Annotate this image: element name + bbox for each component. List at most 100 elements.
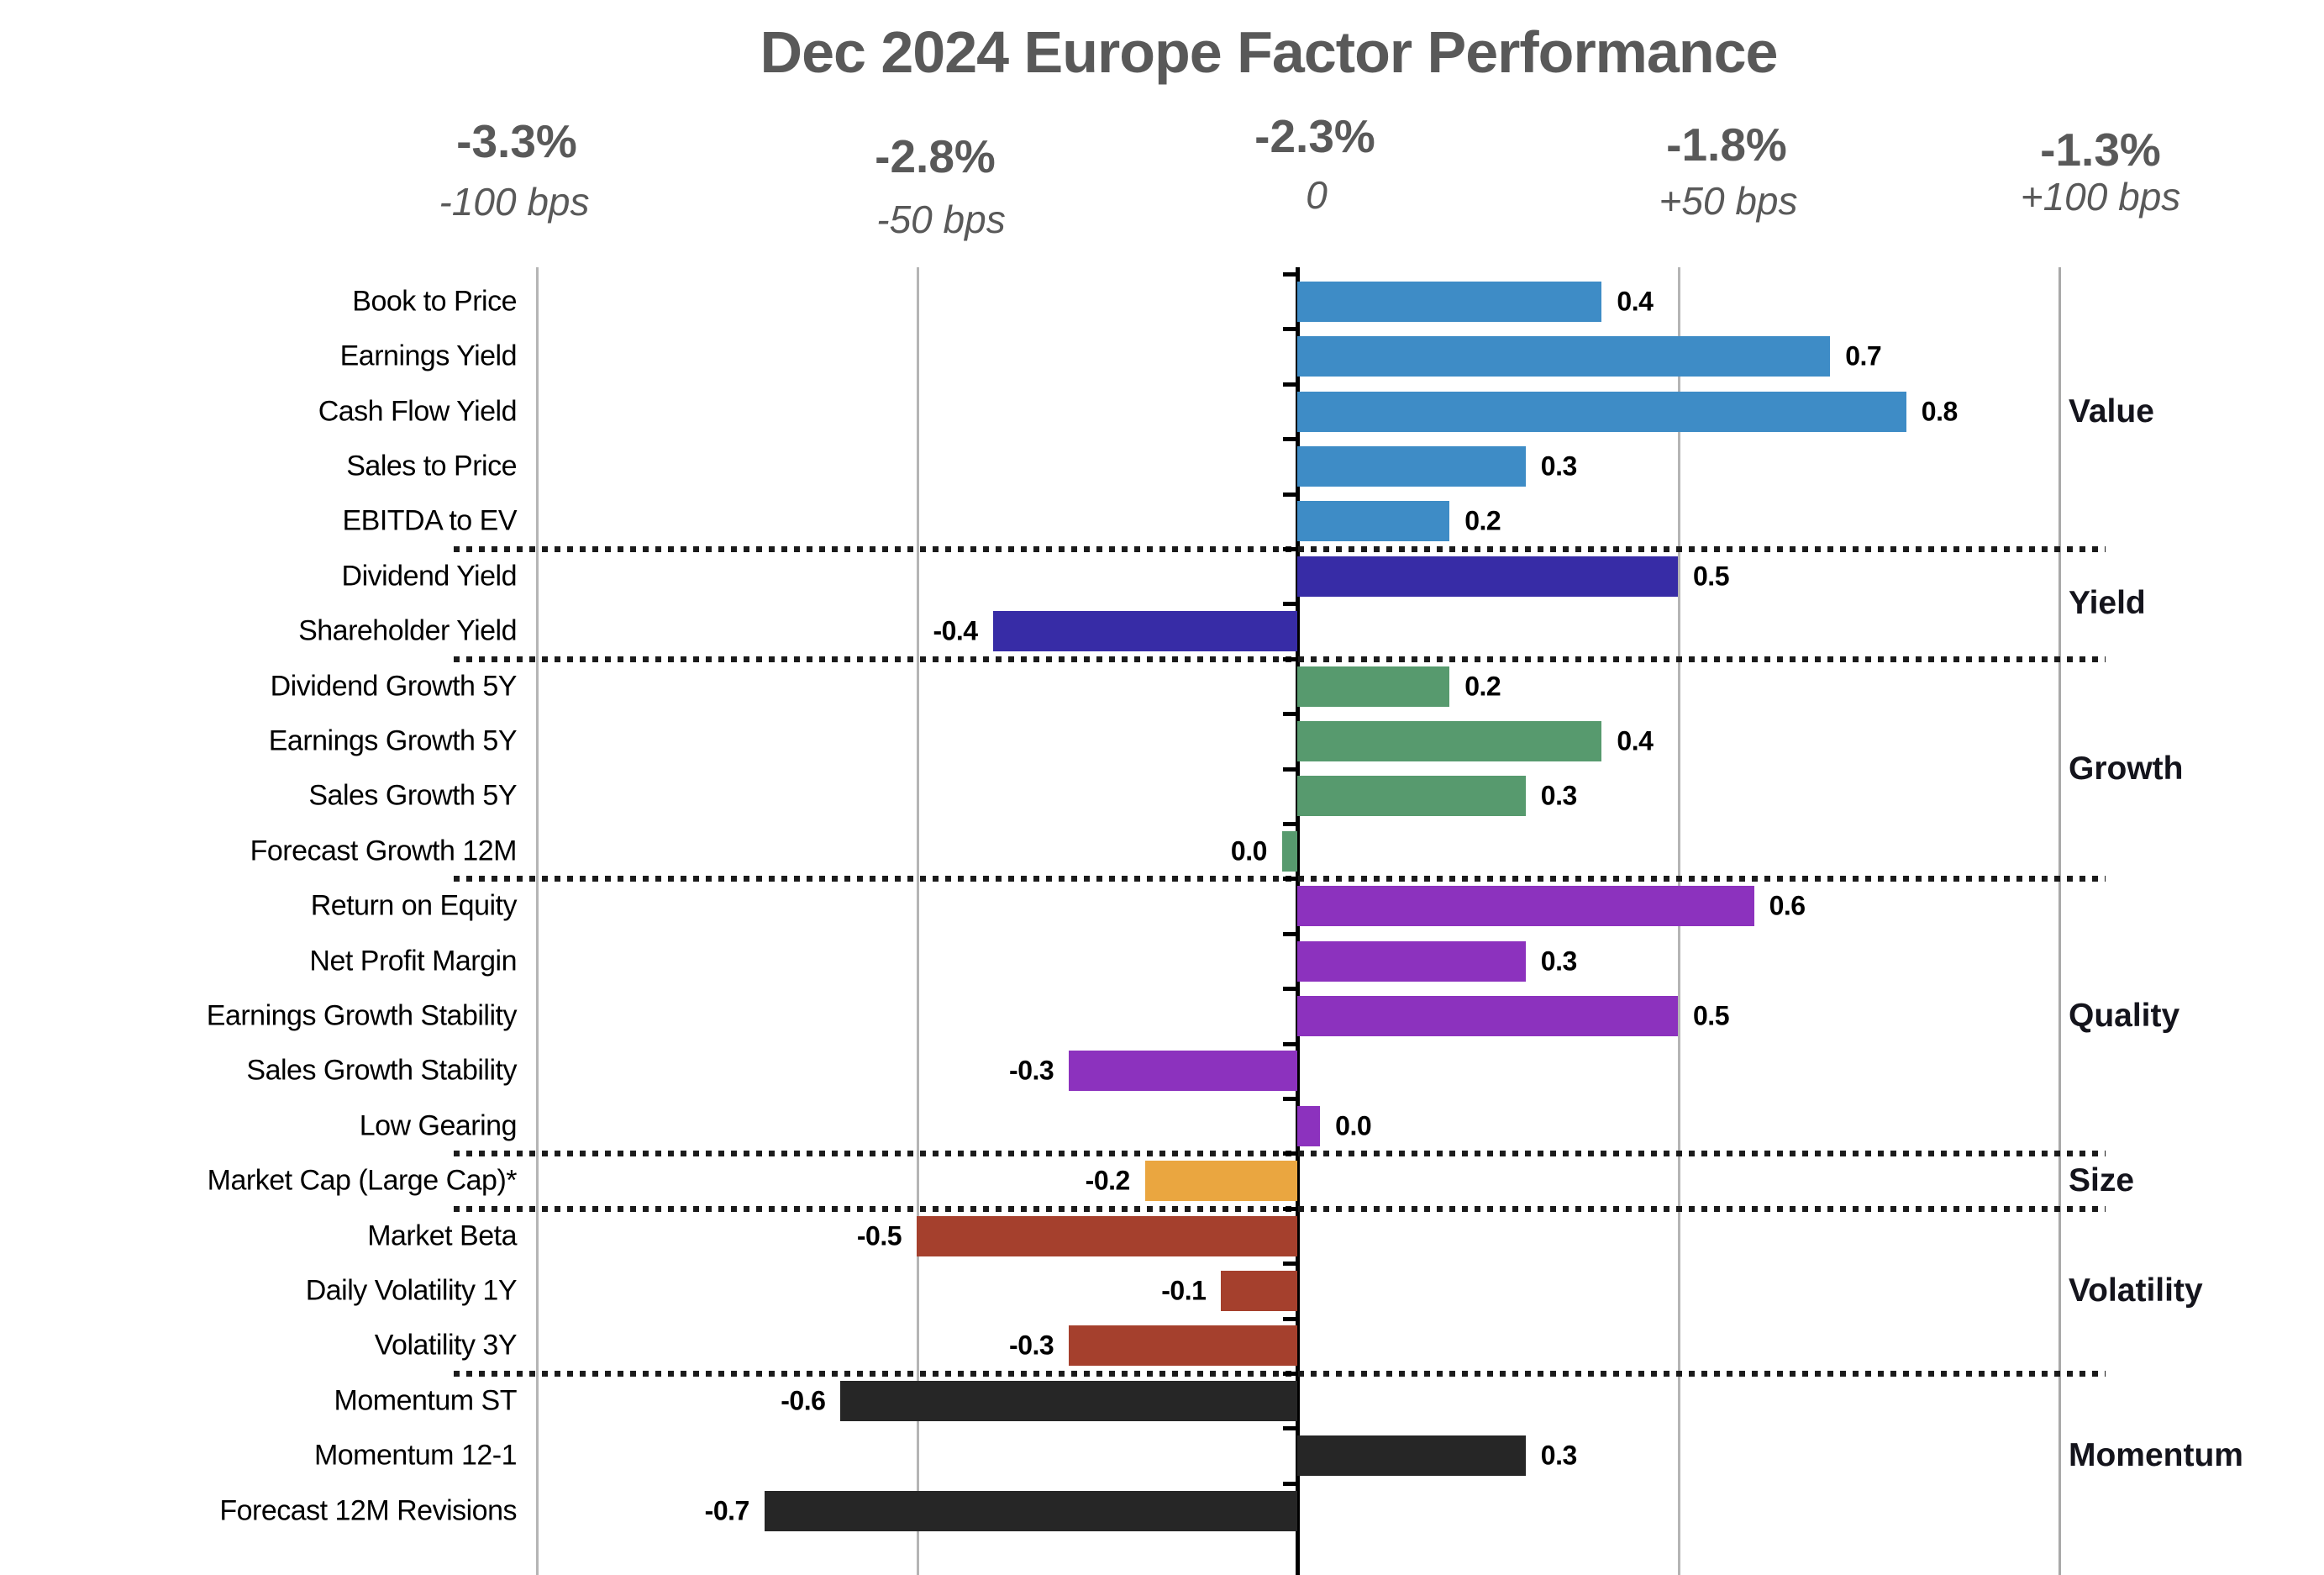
gridline bbox=[536, 267, 539, 1575]
factor-label: Sales Growth 5Y bbox=[308, 779, 517, 812]
axis-bps-label: 0 bbox=[1306, 173, 1328, 217]
factor-label: Low Gearing bbox=[359, 1109, 518, 1142]
factor-value-label: 0.5 bbox=[1693, 1000, 1729, 1031]
factor-value-label: -0.5 bbox=[856, 1220, 902, 1251]
factor-bar bbox=[1069, 1051, 1297, 1092]
factor-bar bbox=[1297, 1435, 1526, 1477]
axis-tick bbox=[1283, 1372, 1296, 1376]
factor-label: Sales to Price bbox=[346, 450, 517, 482]
axis-tick bbox=[1283, 1151, 1296, 1156]
factor-bar bbox=[1297, 501, 1450, 542]
axis-percent-label: -2.8% bbox=[875, 130, 996, 182]
factor-label: EBITDA to EV bbox=[342, 504, 517, 537]
factor-label: Earnings Growth Stability bbox=[206, 999, 518, 1032]
category-label-quality: Quality bbox=[2069, 997, 2180, 1034]
factor-bar bbox=[1297, 336, 1831, 377]
factor-bar bbox=[917, 1215, 1297, 1256]
axis-tick bbox=[1283, 822, 1296, 826]
axis-tick bbox=[1283, 1206, 1296, 1211]
factor-label: Daily Volatility 1Y bbox=[305, 1274, 518, 1307]
factor-label: Sales Growth Stability bbox=[246, 1054, 517, 1087]
factor-value-label: 0.6 bbox=[1769, 890, 1806, 921]
axis-percent-label: -1.3% bbox=[2040, 124, 2161, 176]
factor-value-label: 0.3 bbox=[1540, 1440, 1577, 1471]
factor-label: Market Beta bbox=[367, 1219, 517, 1251]
axis-tick bbox=[1283, 1481, 1296, 1486]
group-separator bbox=[454, 546, 2106, 552]
axis-tick bbox=[1283, 766, 1296, 772]
axis-tick bbox=[1283, 1316, 1296, 1321]
axis-tick bbox=[1283, 272, 1296, 277]
factor-value-label: 0.5 bbox=[1693, 561, 1729, 592]
factor-bar bbox=[1297, 556, 1678, 597]
chart-title: Dec 2024 Europe Factor Performance bbox=[760, 19, 1779, 85]
factor-value-label: 0.2 bbox=[1464, 505, 1501, 536]
group-separator bbox=[454, 876, 2106, 882]
factor-value-label: 0.8 bbox=[1921, 396, 1958, 426]
axis-percent-label: -2.3% bbox=[1254, 110, 1375, 162]
factor-bar bbox=[1297, 666, 1450, 707]
axis-tick bbox=[1283, 987, 1296, 992]
factor-label: Dividend Growth 5Y bbox=[270, 670, 518, 702]
factor-label: Shareholder Yield bbox=[298, 614, 517, 647]
factor-value-label: -0.7 bbox=[704, 1495, 750, 1525]
gridline bbox=[917, 267, 919, 1575]
factor-bar bbox=[1297, 940, 1526, 982]
factor-bar bbox=[1297, 720, 1602, 761]
axis-tick bbox=[1283, 712, 1296, 717]
factor-label: Book to Price bbox=[352, 285, 517, 318]
factor-bar bbox=[1297, 281, 1602, 322]
factor-label: Cash Flow Yield bbox=[318, 395, 518, 427]
factor-value-label: -0.6 bbox=[781, 1385, 826, 1416]
axis-percent-label: -3.3% bbox=[456, 115, 577, 167]
category-label-momentum: Momentum bbox=[2069, 1437, 2243, 1474]
factor-bar bbox=[1297, 445, 1526, 487]
axis-tick bbox=[1283, 547, 1296, 551]
axis-tick bbox=[1283, 1262, 1296, 1267]
axis-tick bbox=[1283, 1041, 1296, 1046]
category-label-value: Value bbox=[2069, 392, 2154, 429]
factor-value-label: -0.2 bbox=[1085, 1165, 1131, 1196]
factor-bar bbox=[1144, 1161, 1297, 1202]
factor-label: Earnings Yield bbox=[339, 340, 518, 372]
axis-tick bbox=[1283, 492, 1296, 497]
factor-value-label: 0.3 bbox=[1540, 450, 1577, 482]
factor-label: Earnings Growth 5Y bbox=[268, 724, 518, 757]
axis-tick bbox=[1283, 877, 1296, 882]
factor-value-label: 0.7 bbox=[1845, 340, 1882, 371]
axis-tick bbox=[1283, 327, 1296, 332]
group-separator bbox=[454, 1371, 2106, 1377]
factor-value-label: 0.4 bbox=[1617, 286, 1654, 317]
factor-value-label: 0.0 bbox=[1335, 1110, 1372, 1141]
axis-tick bbox=[1283, 382, 1296, 387]
factor-bar bbox=[1297, 776, 1526, 817]
factor-value-label: 0.3 bbox=[1540, 780, 1577, 811]
factor-bar bbox=[1297, 1105, 1321, 1146]
axis-tick bbox=[1283, 1097, 1296, 1101]
axis-bps-label: -50 bps bbox=[876, 198, 1006, 241]
axis-tick bbox=[1283, 1426, 1296, 1431]
category-label-volatility: Volatility bbox=[2069, 1272, 2203, 1309]
factor-bar bbox=[1221, 1270, 1297, 1311]
factor-label: Net Profit Margin bbox=[309, 945, 517, 977]
right-border-line bbox=[2058, 267, 2061, 1575]
factor-bar bbox=[1297, 995, 1678, 1036]
category-label-size: Size bbox=[2069, 1162, 2135, 1199]
axis-tick bbox=[1283, 656, 1296, 661]
factor-label: Momentum ST bbox=[334, 1384, 518, 1417]
axis-bps-label: +100 bps bbox=[2020, 175, 2181, 219]
axis-bps-label: -100 bps bbox=[439, 180, 590, 224]
axis-tick bbox=[1283, 931, 1296, 936]
factor-value-label: -0.3 bbox=[1009, 1330, 1054, 1361]
factor-bar bbox=[992, 611, 1297, 652]
factor-value-label: 0.2 bbox=[1464, 671, 1501, 701]
factor-bar bbox=[764, 1490, 1297, 1531]
factor-label: Dividend Yield bbox=[341, 560, 518, 593]
factor-label: Forecast Growth 12M bbox=[250, 835, 518, 867]
factor-label: Momentum 12-1 bbox=[313, 1439, 518, 1472]
axis-tick bbox=[1283, 602, 1296, 607]
factor-bar bbox=[1297, 886, 1754, 927]
axis-bps-label: +50 bps bbox=[1659, 179, 1798, 223]
factor-label: Market Cap (Large Cap)* bbox=[207, 1164, 518, 1197]
